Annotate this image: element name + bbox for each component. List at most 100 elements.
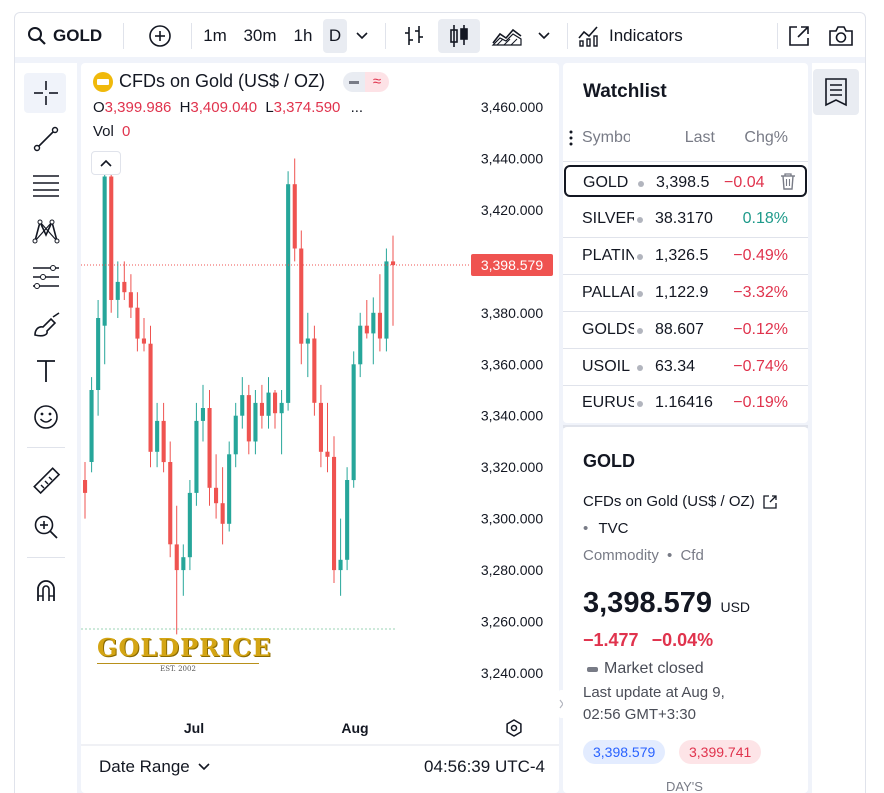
chart-style-dropdown[interactable] [533,13,555,59]
fib-tool[interactable] [15,163,77,207]
chart-pane[interactable]: 3,460.0003,440.0003,420.0003,400.0003,38… [81,63,559,793]
candle-body[interactable] [312,338,317,403]
candle-body[interactable] [214,487,219,504]
col-header-symbol[interactable]: Symbol [582,129,630,146]
candle-body[interactable] [259,402,264,416]
emoji-tool[interactable] [15,395,77,439]
candle-body[interactable] [240,395,245,416]
col-header-chg[interactable]: Chg% [744,129,788,146]
symbol-search-button[interactable]: GOLD [27,13,107,59]
pattern-tool[interactable] [15,209,77,253]
candle-body[interactable] [279,402,284,414]
price-chart[interactable]: 3,460.0003,440.0003,420.0003,400.0003,38… [81,63,559,793]
candle-body[interactable] [200,408,205,421]
watchlist-row[interactable]: SILVER 38.3170 0.18% [563,201,808,237]
brush-tool[interactable] [15,303,77,347]
zoom-tool[interactable] [15,505,77,549]
candle-body[interactable] [227,454,232,524]
candle-body[interactable] [391,261,396,266]
candle-body[interactable] [299,248,304,344]
date-range-button[interactable]: Date Range [99,757,210,777]
text-tool[interactable] [15,349,77,393]
magnet-tool[interactable] [15,569,77,613]
interval-1m[interactable]: 1m [203,26,227,45]
trend-line-tool[interactable] [15,117,77,161]
candle-body[interactable] [122,281,127,293]
candle-body[interactable] [115,281,120,300]
candle-body[interactable] [384,261,389,339]
candle-body[interactable] [96,318,101,390]
details-name-row[interactable]: CFDs on Gold (US$ / OZ) [583,493,778,510]
snapshot-button[interactable] [823,13,859,59]
details-symbol[interactable]: GOLD [583,451,635,471]
candle-body[interactable] [273,392,278,414]
candle-body[interactable] [305,338,310,344]
candle-body[interactable] [187,492,192,558]
candle-body[interactable] [109,176,114,301]
collapse-legend-button[interactable] [91,151,121,175]
candle-body[interactable] [325,451,330,457]
col-header-last[interactable]: Last [684,129,715,146]
candle-body[interactable] [207,408,212,488]
area-style-button[interactable] [487,13,527,59]
column-drag-handle[interactable] [569,129,573,147]
watchlist-row[interactable]: GOLDSILVER 88.607 −0.12% [563,312,808,348]
interval-30m[interactable]: 30m [243,26,277,45]
candle-body[interactable] [233,415,238,455]
candle-body[interactable] [89,390,94,462]
candle-body[interactable] [161,420,166,463]
candle-body[interactable] [358,325,363,365]
candle-body[interactable] [181,557,186,571]
candle-body[interactable] [194,420,199,493]
candle-body[interactable] [338,559,343,571]
bars-style-button[interactable] [397,13,431,59]
candle-body[interactable] [253,402,258,442]
candle-body[interactable] [364,325,369,334]
remove-from-watchlist-button[interactable] [780,172,798,192]
watchlist-row[interactable]: USOIL 63.34 −0.74% [563,349,808,385]
candle-body[interactable] [351,364,356,481]
candle-body[interactable] [292,184,297,249]
details-currency: USD [720,599,751,615]
watchlist-row[interactable]: PALLADIUM 1,122.9 −3.32% [563,275,808,311]
interval-dropdown[interactable] [351,13,373,59]
candle-body[interactable] [345,480,350,560]
crosshair-tool[interactable] [15,71,77,115]
clock-timezone[interactable]: 04:56:39 UTC-4 [424,757,545,776]
candle-body[interactable] [246,395,251,442]
compare-button[interactable] [143,13,177,59]
watchlist-row[interactable]: GOLD 3,398.5 −0.04 [564,165,807,197]
forecast-tool[interactable] [15,255,77,299]
legend-title[interactable]: CFDs on Gold (US$ / OZ) [119,71,326,91]
candle-body[interactable] [377,312,382,339]
candle-body[interactable] [141,338,146,344]
candles-style-button[interactable] [438,19,480,53]
candle-body[interactable] [266,392,271,416]
candle-body[interactable] [371,312,376,334]
candle-body[interactable] [174,544,179,571]
interval-d[interactable]: D [323,19,347,53]
indicators-button[interactable]: Indicators [577,13,707,59]
measure-tool[interactable] [15,459,77,503]
candle-body[interactable] [220,503,225,524]
candle-body[interactable] [83,480,88,493]
watchlist-toggle-button[interactable] [813,69,859,115]
candle-body[interactable] [168,462,173,545]
candle-body[interactable] [318,402,323,452]
drag-dots-icon [569,130,573,146]
legend-toggle[interactable]: ≈ [343,71,390,92]
candle-body[interactable] [102,176,107,326]
candle-body[interactable] [135,307,140,339]
candle-body[interactable] [148,343,153,452]
candle-body[interactable] [128,292,133,308]
open-fullscreen-button[interactable] [781,13,817,59]
time-axis-settings-button[interactable] [506,719,522,737]
interval-1h[interactable]: 1h [293,26,313,45]
watchlist-row[interactable]: PLATINUM 1,326.5 −0.49% [563,238,808,274]
candle-body[interactable] [286,184,291,403]
details-exchange: TVC [598,520,629,537]
candle-body[interactable] [155,420,160,452]
zoom-in-icon [34,515,58,539]
watchlist-row[interactable]: EURUSD 1.16416 −0.19% [563,385,808,421]
candle-body[interactable] [332,456,337,571]
